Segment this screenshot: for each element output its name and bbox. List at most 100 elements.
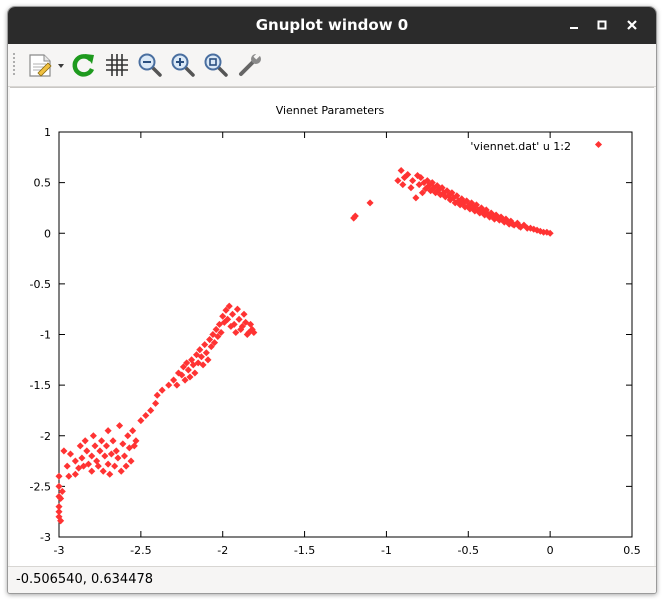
data-point (65, 472, 73, 480)
y-tick-label: -1.5 (30, 379, 51, 392)
data-point (199, 361, 207, 369)
plot-border (58, 131, 633, 538)
zoom-next-button[interactable] (169, 51, 197, 79)
data-point (109, 437, 117, 445)
close-icon[interactable] (620, 13, 644, 37)
minimize-icon[interactable] (562, 13, 586, 37)
data-point (78, 454, 86, 462)
data-point (399, 181, 407, 189)
copy-to-clipboard-button[interactable] (24, 51, 68, 79)
data-point (178, 371, 186, 379)
coordinates-readout: -0.506540, 0.634478 (16, 572, 154, 587)
data-points (55, 166, 554, 525)
x-tick-label: -2.5 (130, 544, 151, 557)
data-point (58, 487, 66, 495)
data-point (55, 472, 63, 480)
data-point (212, 325, 220, 333)
y-tick-label: -2 (40, 430, 51, 443)
data-point (165, 381, 173, 389)
data-point (119, 440, 127, 448)
x-tick-label: 0.5 (623, 544, 641, 557)
wrench-icon (239, 52, 261, 76)
data-point (71, 457, 79, 465)
y-tick-label: 1 (44, 126, 51, 139)
data-point (55, 503, 63, 511)
data-point (417, 174, 425, 182)
data-point (204, 356, 212, 364)
title-bar[interactable]: Gnuplot window 0 (8, 7, 656, 44)
data-point (98, 437, 106, 445)
toolbar (8, 44, 656, 87)
data-point (114, 454, 122, 462)
x-tick-label: -0.5 (458, 544, 479, 557)
data-point (122, 462, 130, 470)
data-point (230, 320, 238, 328)
x-tick-label: -2 (217, 544, 228, 557)
grid-icon (106, 54, 128, 76)
zoom-previous-button[interactable] (136, 51, 164, 79)
scatter-chart: Viennet Parameters -3 -2.5 -2 -1.5 -1 -0.5 0 0.… (30, 104, 641, 557)
data-point (112, 447, 120, 455)
data-point (224, 315, 232, 323)
maximize-icon[interactable] (590, 13, 614, 37)
data-point (179, 363, 187, 371)
autoscale-button[interactable] (202, 51, 230, 79)
axis-ticks (58, 131, 633, 538)
x-tick-label: -3 (54, 544, 65, 557)
options-button[interactable] (236, 51, 264, 79)
data-point (84, 460, 93, 468)
data-point (117, 467, 125, 475)
data-point (397, 166, 405, 175)
data-point (152, 399, 160, 407)
data-point (404, 170, 412, 179)
y-axis-labels: 1 0.5 0 -0.5 -1 -1.5 -2 -2.5 -3 (30, 126, 51, 544)
clipboard-icon (29, 54, 64, 77)
y-tick-label: -2.5 (30, 480, 51, 493)
data-point (147, 406, 155, 414)
data-point (124, 432, 132, 440)
toolbar-grip[interactable] (12, 52, 16, 76)
data-point (170, 376, 178, 384)
data-point (238, 322, 246, 330)
data-point (132, 437, 140, 445)
legend: 'viennet.dat' u 1:2 (470, 140, 603, 153)
data-point (181, 376, 189, 384)
data-point (197, 353, 205, 361)
x-tick-label: 0 (547, 544, 554, 557)
data-point (407, 184, 415, 192)
chart-title: Viennet Parameters (276, 104, 385, 117)
data-point (210, 339, 219, 347)
data-point (546, 229, 554, 237)
data-point (240, 310, 248, 318)
data-point (142, 411, 150, 420)
data-point (60, 447, 68, 455)
data-point (104, 427, 112, 435)
data-point (127, 457, 135, 465)
data-point (55, 508, 63, 516)
data-point (94, 462, 102, 470)
window-title: Gnuplot window 0 (255, 16, 409, 34)
data-point (394, 177, 402, 185)
plot-area[interactable]: Viennet Parameters -3 -2.5 -2 -1.5 -1 -0.5 0 0.… (10, 87, 654, 566)
data-point (232, 328, 240, 337)
data-point (351, 212, 359, 220)
status-bar: -0.506540, 0.634478 (8, 566, 656, 593)
data-point (184, 366, 192, 374)
data-point (206, 336, 214, 344)
data-point (111, 462, 119, 470)
data-point (76, 442, 84, 450)
data-point (71, 470, 79, 478)
grid-button[interactable] (103, 51, 131, 79)
data-point (57, 494, 65, 503)
data-point (158, 386, 166, 394)
y-tick-label: -3 (40, 531, 51, 544)
data-point (217, 328, 225, 337)
refresh-icon (72, 54, 95, 77)
data-point (214, 332, 222, 341)
zoom-fit-icon (204, 53, 228, 77)
x-tick-label: -1 (381, 544, 392, 557)
replot-button[interactable] (70, 51, 98, 79)
legend-label: 'viennet.dat' u 1:2 (470, 140, 571, 153)
y-tick-label: -1 (40, 329, 51, 342)
data-point (104, 460, 112, 468)
